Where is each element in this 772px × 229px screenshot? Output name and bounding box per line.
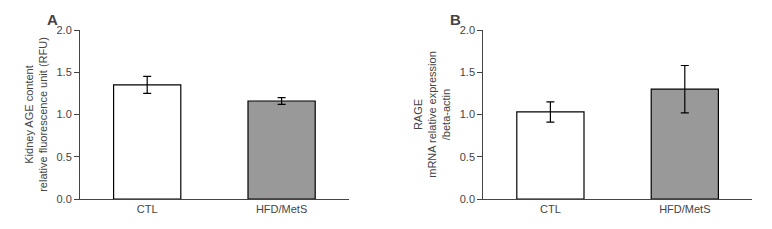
svg-text:RAGEmRNA relative expression/b: RAGEmRNA relative expression/beta-actin [412,51,453,178]
svg-text:1.0: 1.0 [57,108,72,120]
svg-text:1.0: 1.0 [460,108,475,120]
svg-text:2.0: 2.0 [57,24,72,36]
svg-text:B: B [450,11,461,28]
svg-text:HFD/MetS: HFD/MetS [256,203,307,215]
svg-text:0.0: 0.0 [460,193,475,205]
svg-text:0.5: 0.5 [57,151,72,163]
svg-text:0.5: 0.5 [460,151,475,163]
svg-text:HFD/MetS: HFD/MetS [659,203,710,215]
svg-text:2.0: 2.0 [460,24,475,36]
svg-text:0.0: 0.0 [57,193,72,205]
svg-text:1.5: 1.5 [57,66,72,78]
svg-text:CTL: CTL [137,203,158,215]
svg-text:A: A [47,11,58,28]
svg-text:1.5: 1.5 [460,66,475,78]
svg-text:Kidney AGE contentrelative flu: Kidney AGE contentrelative fluorescence … [23,37,49,192]
svg-text:CTL: CTL [540,203,561,215]
